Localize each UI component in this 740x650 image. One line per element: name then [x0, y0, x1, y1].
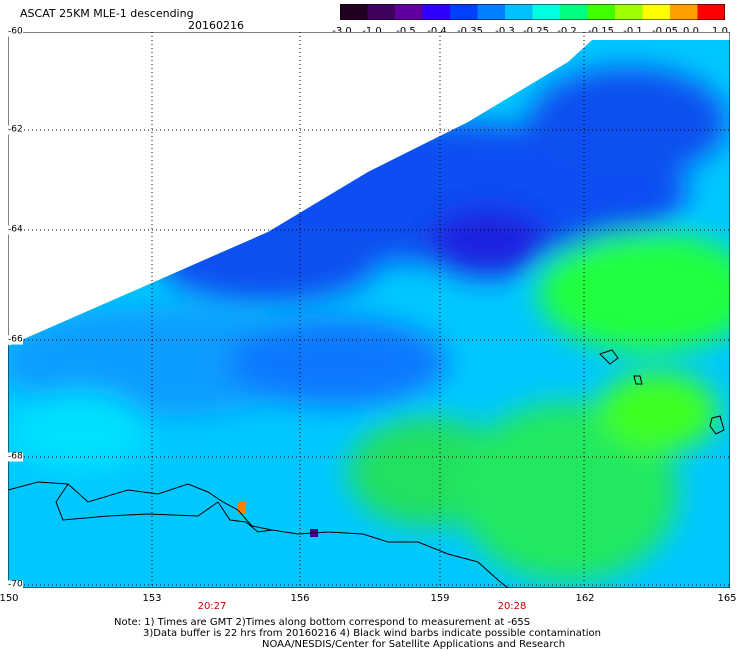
latitude-label: -70	[8, 579, 23, 590]
coastline	[8, 481, 509, 588]
time-label: 20:27	[197, 601, 227, 612]
ocean-map	[8, 32, 730, 588]
latitude-label: -62	[8, 124, 23, 135]
note-line-2: 3)Data buffer is 22 hrs from 20160216 4)…	[143, 628, 601, 639]
colorbar-segment	[615, 4, 643, 20]
colorbar-segment	[587, 4, 616, 20]
latitude-label: -64	[8, 224, 23, 235]
longitude-label: 165	[717, 593, 737, 604]
colorbar-segment	[642, 4, 671, 20]
colorbar-segment	[340, 4, 368, 20]
longitude-label: 150	[0, 593, 19, 604]
map-title: ASCAT 25KM MLE-1 descending 20160216	[20, 7, 244, 32]
time-label: 20:28	[497, 601, 527, 612]
longitude-label: 162	[575, 593, 595, 604]
colorbar-segment	[697, 4, 725, 20]
colorbar-segment	[505, 4, 533, 20]
colorbar-segment	[395, 4, 423, 20]
island	[599, 349, 619, 365]
island	[633, 375, 643, 385]
colorbar	[340, 4, 725, 20]
colorbar-segment	[367, 4, 396, 20]
colorbar-segment	[450, 4, 478, 20]
latitude-label: -66	[8, 334, 23, 345]
island	[709, 415, 725, 435]
colorbar-segment	[670, 4, 698, 20]
colorbar-segment	[422, 4, 451, 20]
colorbar-segment	[477, 4, 506, 20]
latitude-label: -68	[8, 451, 23, 462]
latitude-label: -60	[8, 26, 23, 37]
colorbar-segment	[532, 4, 561, 20]
colorbar-segment	[560, 4, 588, 20]
longitude-label: 159	[430, 593, 450, 604]
note-line-3: NOAA/NESDIS/Center for Satellite Applica…	[262, 639, 566, 650]
longitude-label: 153	[142, 593, 162, 604]
note-line-1: Note: 1) Times are GMT 2)Times along bot…	[114, 617, 531, 628]
graticule	[8, 32, 730, 588]
longitude-label: 156	[290, 593, 310, 604]
product-date: 20160216	[188, 19, 244, 32]
product-title: ASCAT 25KM MLE-1 descending	[20, 7, 194, 20]
